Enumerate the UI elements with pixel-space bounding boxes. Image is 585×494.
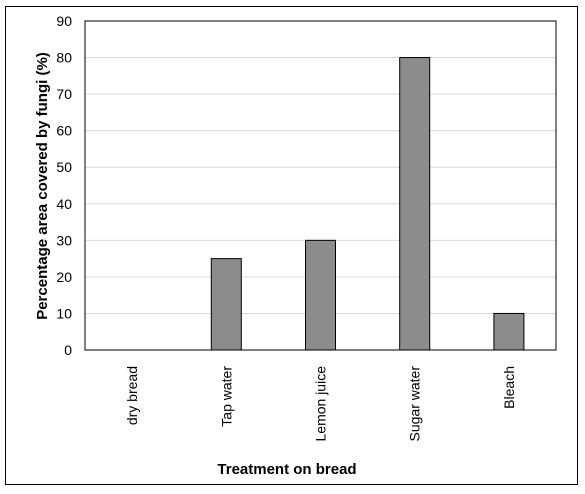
x-axis-ticks: dry bread Tap water Lemon juice Sugar water… bbox=[124, 366, 517, 442]
chart-frame bbox=[5, 6, 578, 485]
x-tick-label: Lemon juice bbox=[313, 366, 329, 442]
bars bbox=[210, 57, 525, 351]
y-tick-label: 20 bbox=[56, 269, 72, 285]
y-tick-label: 70 bbox=[56, 86, 72, 102]
bar bbox=[399, 57, 431, 351]
plot-area-border bbox=[84, 20, 557, 351]
bar bbox=[305, 239, 336, 351]
bar bbox=[493, 312, 525, 351]
y-axis-title: Percentage area covered by fungi (%) bbox=[34, 52, 51, 320]
x-tick-label: Tap water bbox=[218, 366, 234, 427]
x-tick-label: dry bread bbox=[124, 366, 140, 425]
y-tick-label: 0 bbox=[64, 342, 72, 358]
y-tick-label: 50 bbox=[56, 159, 72, 175]
y-axis-ticks: 0 10 20 30 40 50 60 70 80 90 bbox=[56, 13, 72, 358]
x-tick-label: Bleach bbox=[501, 366, 517, 409]
y-tick-label: 60 bbox=[56, 123, 72, 139]
y-tick-label: 90 bbox=[56, 13, 72, 29]
bar bbox=[210, 258, 242, 351]
y-tick-label: 10 bbox=[56, 305, 72, 321]
x-axis-title: Treatment on bread bbox=[217, 461, 356, 478]
x-tick-label: Sugar water bbox=[407, 366, 423, 442]
gridlines bbox=[85, 57, 556, 314]
y-tick-label: 40 bbox=[56, 196, 72, 212]
y-tick-label: 30 bbox=[56, 232, 72, 248]
y-tick-label: 80 bbox=[56, 50, 72, 66]
